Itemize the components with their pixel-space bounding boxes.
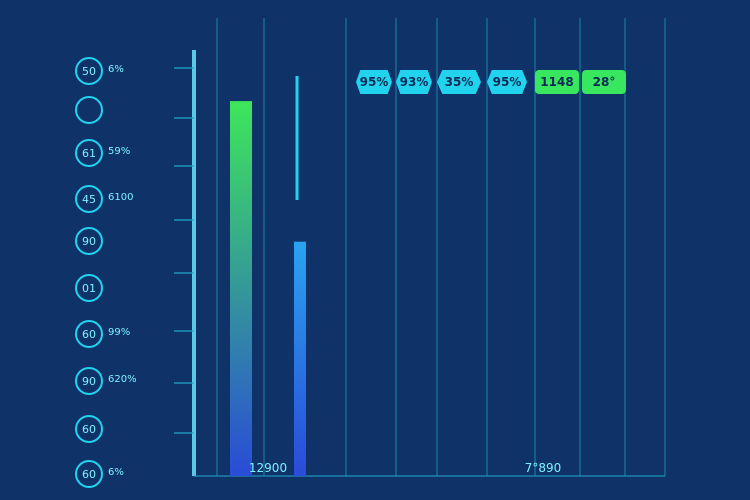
y-badge-3: 45: [75, 185, 103, 213]
y-badge-sub-2: 59%: [108, 146, 131, 157]
top-label-0: 95%: [356, 70, 392, 94]
y-badge-4: 90: [75, 227, 103, 255]
y-badge-9: 60: [75, 460, 103, 488]
top-label-3: 95%: [487, 70, 527, 94]
top-label-4: 1148: [535, 70, 579, 94]
top-label-1: 93%: [396, 70, 432, 94]
x-label-0: 12900: [249, 461, 287, 475]
y-badge-6: 60: [75, 320, 103, 348]
y-badge-0: 50: [75, 57, 103, 85]
y-badge-sub-3: 6100: [108, 192, 134, 203]
y-badge-2: 61: [75, 139, 103, 167]
y-badge-sub-7: 620%: [108, 374, 137, 385]
bar-1: [294, 241, 306, 476]
y-badge-sub-6: 99%: [108, 327, 131, 338]
y-badge-sub-0: 6%: [108, 64, 124, 75]
y-badge-7: 90: [75, 367, 103, 395]
y-badge-sub-9: 6%: [108, 467, 124, 478]
bar-0: [230, 101, 252, 477]
top-label-2: 35%: [437, 70, 481, 94]
top-label-5: 28°: [582, 70, 626, 94]
y-badge-5: 01: [75, 274, 103, 302]
x-label-1: 7°890: [525, 461, 562, 475]
y-badge-1: [75, 96, 103, 124]
y-badge-8: 60: [75, 415, 103, 443]
